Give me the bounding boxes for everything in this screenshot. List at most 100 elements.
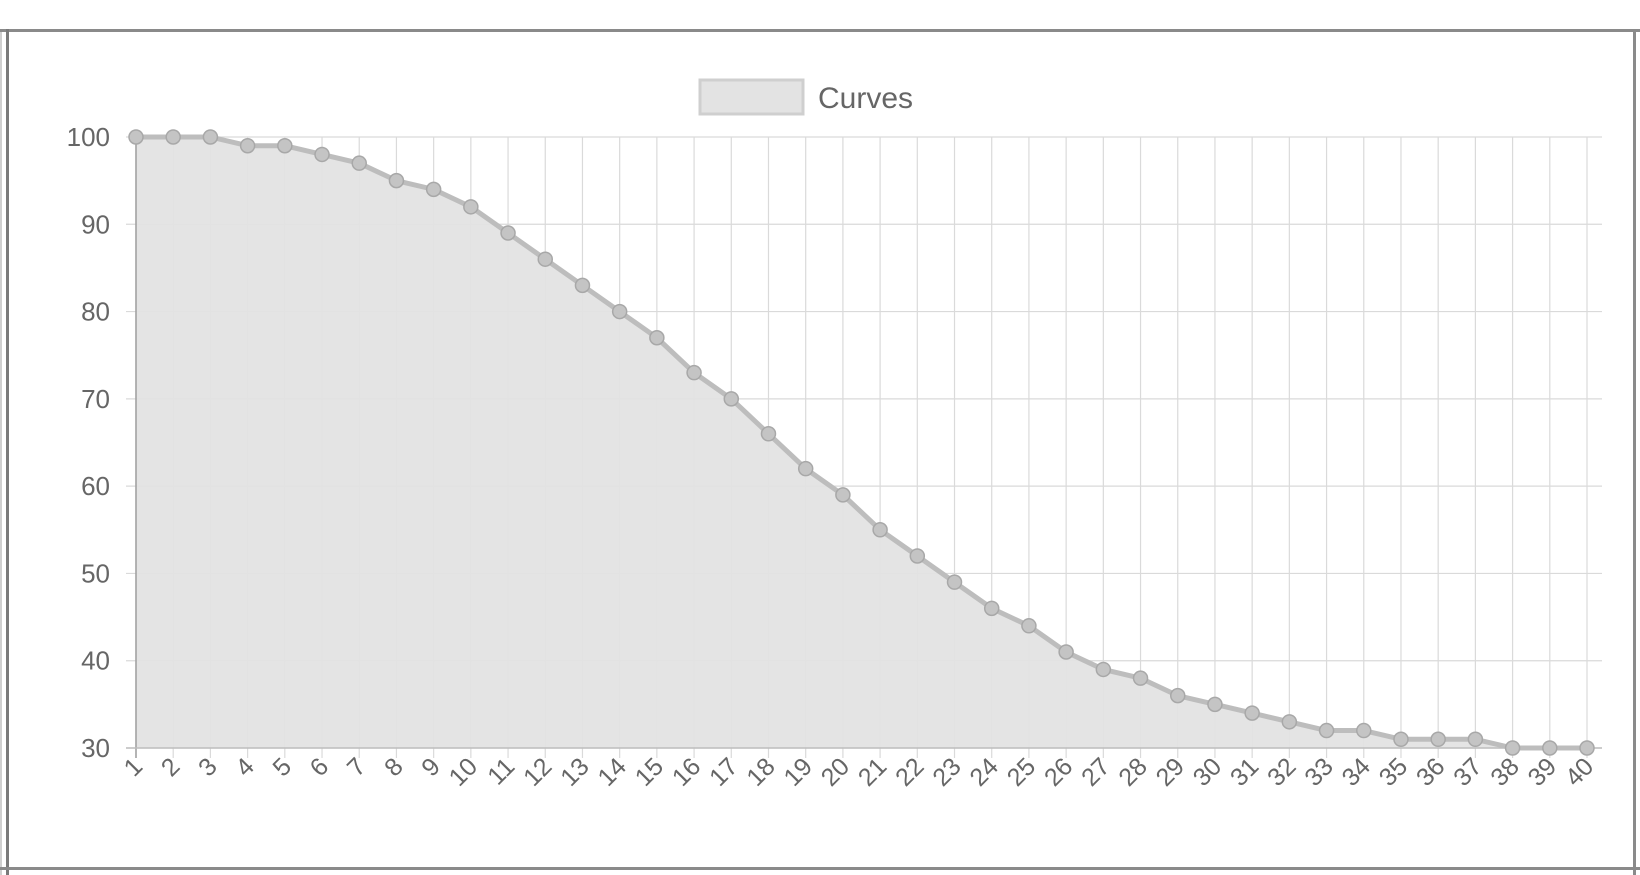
- data-point[interactable]: [351, 155, 367, 171]
- panel-border-left: [6, 29, 9, 875]
- data-point[interactable]: [686, 364, 702, 381]
- x-tick-label: 28: [1113, 752, 1152, 791]
- x-tick-label: 10: [444, 752, 483, 791]
- data-point[interactable]: [537, 251, 554, 267]
- chart-series-area: [136, 134, 1587, 751]
- panel-border-bottom: [0, 867, 1640, 870]
- chart-points: [128, 129, 1595, 756]
- x-tick-label: 40: [1560, 752, 1599, 791]
- data-point[interactable]: [1169, 687, 1186, 704]
- data-point[interactable]: [463, 199, 479, 215]
- x-tick-label: 33: [1299, 752, 1338, 791]
- data-point[interactable]: [425, 181, 442, 198]
- data-point[interactable]: [1021, 618, 1037, 634]
- chart-axes: [126, 137, 1602, 758]
- data-point[interactable]: [277, 137, 293, 154]
- data-point[interactable]: [500, 225, 516, 241]
- data-point[interactable]: [1356, 722, 1372, 739]
- y-tick-label: 60: [81, 471, 110, 501]
- data-point[interactable]: [1058, 644, 1074, 660]
- data-point[interactable]: [1430, 731, 1446, 748]
- x-tick-label: 38: [1485, 752, 1524, 791]
- panel-border-right: [1633, 29, 1636, 875]
- x-tick-label: 25: [1002, 752, 1041, 791]
- x-tick-label: 2: [156, 752, 186, 782]
- y-tick-label: 90: [81, 209, 110, 239]
- y-tick-label: 40: [81, 646, 110, 676]
- data-point[interactable]: [946, 574, 963, 590]
- x-tick-label: 11: [482, 752, 520, 790]
- y-tick-label: 30: [81, 733, 110, 763]
- y-tick-label: 100: [67, 122, 110, 152]
- x-tick-label: 37: [1448, 752, 1487, 791]
- x-tick-label: 5: [267, 752, 297, 782]
- data-point[interactable]: [239, 137, 256, 154]
- y-tick-label: 70: [81, 384, 110, 414]
- data-point[interactable]: [649, 330, 665, 346]
- data-point[interactable]: [1132, 670, 1149, 686]
- data-point[interactable]: [128, 129, 144, 145]
- legend-label[interactable]: Curves: [818, 82, 913, 115]
- data-point[interactable]: [1244, 705, 1260, 721]
- data-point[interactable]: [388, 172, 405, 189]
- data-point[interactable]: [797, 460, 814, 477]
- data-point[interactable]: [1393, 731, 1409, 748]
- data-point[interactable]: [314, 146, 330, 163]
- data-point[interactable]: [1579, 740, 1595, 756]
- x-tick-label: 36: [1411, 752, 1450, 791]
- x-tick-label: 39: [1523, 752, 1562, 791]
- data-point[interactable]: [611, 303, 628, 320]
- x-tick-label: 4: [230, 752, 260, 782]
- data-point[interactable]: [1095, 661, 1112, 678]
- x-tick-label: 12: [518, 752, 557, 791]
- x-tick-label: 29: [1151, 752, 1190, 791]
- x-tick-label: 15: [630, 752, 669, 791]
- data-point[interactable]: [1207, 696, 1223, 713]
- data-point[interactable]: [574, 277, 591, 294]
- series-line: [136, 134, 1587, 751]
- x-tick-label: 18: [741, 752, 780, 791]
- y-axis-ticks: 30 40 50 60 70 80 90 100: [67, 122, 110, 763]
- x-tick-label: 31: [1225, 752, 1264, 791]
- series-area-fill: [136, 137, 1587, 748]
- data-point[interactable]: [202, 129, 219, 145]
- data-point[interactable]: [909, 548, 926, 564]
- panel-border-top: [0, 29, 1640, 32]
- data-point[interactable]: [983, 600, 1000, 617]
- x-tick-label: 3: [193, 752, 223, 782]
- data-point[interactable]: [1281, 714, 1298, 730]
- y-tick-label: 80: [81, 297, 110, 327]
- x-tick-label: 23: [927, 752, 966, 791]
- x-tick-label: 14: [592, 752, 632, 792]
- x-tick-label: 6: [305, 752, 335, 782]
- data-point[interactable]: [723, 391, 740, 407]
- x-tick-label: 24: [964, 752, 1004, 792]
- data-point[interactable]: [835, 487, 851, 503]
- x-tick-label: 16: [667, 752, 706, 791]
- data-point[interactable]: [1542, 740, 1558, 756]
- legend-swatch[interactable]: [698, 78, 805, 116]
- x-tick-label: 13: [555, 752, 594, 791]
- x-tick-label: 35: [1374, 752, 1413, 791]
- data-point[interactable]: [760, 426, 777, 442]
- x-tick-label: 17: [704, 752, 743, 791]
- data-point[interactable]: [1318, 722, 1335, 739]
- x-tick-label: 34: [1337, 752, 1377, 792]
- x-tick-label: 9: [416, 752, 446, 782]
- x-tick-label: 7: [342, 752, 372, 782]
- x-tick-label: 19: [778, 752, 817, 791]
- data-point[interactable]: [1467, 731, 1484, 748]
- x-tick-label: 27: [1076, 752, 1115, 791]
- frame-left-shadow: [0, 29, 2, 875]
- data-point[interactable]: [1504, 740, 1521, 756]
- x-axis-ticks: 1 2 3 4 5 6 7 8 910 11121314151617181920212223242…: [119, 752, 1600, 792]
- data-point[interactable]: [165, 129, 181, 145]
- data-point[interactable]: [872, 522, 888, 538]
- x-tick-label: 30: [1188, 752, 1227, 791]
- x-tick-label: 26: [1039, 752, 1078, 791]
- x-tick-label: 21: [853, 752, 892, 791]
- chart-legend[interactable]: Curves: [698, 78, 913, 116]
- x-tick-label: 8: [379, 752, 409, 782]
- x-tick-label: 22: [890, 752, 929, 791]
